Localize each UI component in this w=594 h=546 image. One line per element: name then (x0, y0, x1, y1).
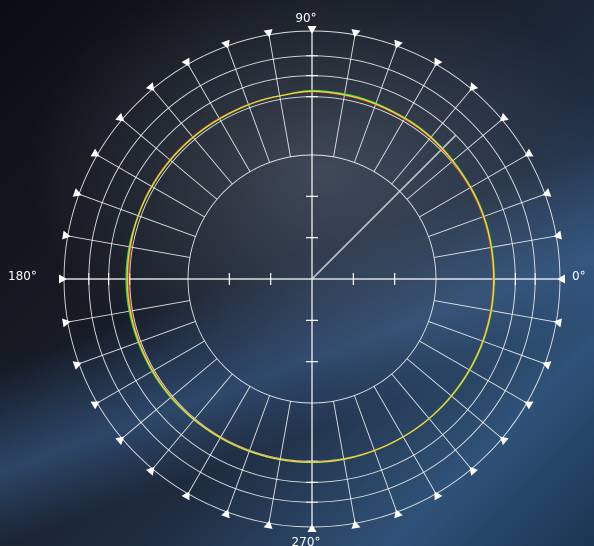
marker-triangle-90 (307, 26, 317, 34)
angle-labels: 0° 90° 180° 270° (8, 11, 586, 546)
marker-triangle-340 (542, 361, 552, 370)
grid-spoke-10 (434, 235, 557, 258)
grid-spoke-160 (78, 193, 196, 238)
marker-triangle-120 (181, 57, 190, 67)
polar-grid (59, 26, 565, 532)
grid-spoke-290 (353, 395, 398, 513)
marker-triangle-110 (221, 39, 230, 49)
marker-triangle-190 (62, 318, 71, 328)
marker-triangle-230 (145, 466, 155, 476)
grid-spoke-260 (268, 401, 291, 524)
marker-triangle-100 (263, 29, 273, 38)
grid-spoke-20 (428, 193, 546, 238)
marker-triangle-350 (553, 318, 562, 328)
grid-spoke-200 (78, 320, 196, 365)
marker-triangle-270 (307, 524, 317, 532)
angle-label-180: 180° (8, 269, 37, 283)
marker-triangle-0 (557, 274, 565, 284)
grid-spoke-350 (434, 300, 557, 323)
marker-triangle-330 (524, 401, 534, 410)
grid-spoke-330 (419, 340, 527, 404)
marker-triangle-130 (145, 82, 155, 92)
marker-triangle-280 (351, 520, 361, 529)
grid-spoke-240 (187, 386, 251, 494)
marker-triangle-40 (499, 112, 509, 122)
angle-label-270: 270° (292, 535, 321, 546)
grid-spoke-40 (406, 119, 503, 200)
grid-spoke-250 (226, 395, 271, 513)
marker-triangle-50 (469, 82, 479, 92)
marker-triangle-170 (62, 230, 71, 240)
grid-spoke-220 (121, 358, 218, 439)
marker-triangle-250 (221, 509, 230, 519)
grid-spoke-280 (333, 401, 356, 524)
marker-triangle-20 (542, 188, 552, 197)
grid-spoke-230 (152, 373, 233, 470)
grid-spoke-340 (428, 320, 546, 365)
marker-triangle-10 (553, 230, 562, 240)
angle-label-90: 90° (295, 11, 316, 25)
diagonal-cursor-line (311, 134, 457, 280)
marker-triangle-210 (90, 401, 100, 410)
grid-spoke-210 (97, 340, 205, 404)
marker-triangle-200 (72, 361, 82, 370)
series-curve-yellow (126, 90, 495, 463)
marker-triangle-180 (59, 274, 67, 284)
marker-triangle-140 (115, 112, 125, 122)
series-layer (125, 89, 495, 464)
grid-spoke-320 (406, 358, 503, 439)
marker-triangle-310 (469, 466, 479, 476)
angle-label-0: 0° (572, 269, 586, 283)
marker-triangle-150 (90, 148, 100, 157)
marker-triangle-290 (394, 509, 403, 519)
marker-triangle-300 (434, 491, 443, 501)
marker-triangle-60 (434, 57, 443, 67)
grid-spoke-300 (373, 386, 437, 494)
marker-triangle-260 (263, 520, 273, 529)
marker-triangle-240 (181, 491, 190, 501)
marker-triangle-220 (115, 436, 125, 446)
marker-triangle-320 (499, 436, 509, 446)
grid-spoke-310 (391, 373, 472, 470)
marker-triangle-30 (524, 148, 534, 157)
marker-triangle-70 (394, 39, 403, 49)
grid-spoke-30 (419, 154, 527, 218)
marker-triangle-160 (72, 188, 82, 197)
marker-triangle-80 (351, 29, 361, 38)
